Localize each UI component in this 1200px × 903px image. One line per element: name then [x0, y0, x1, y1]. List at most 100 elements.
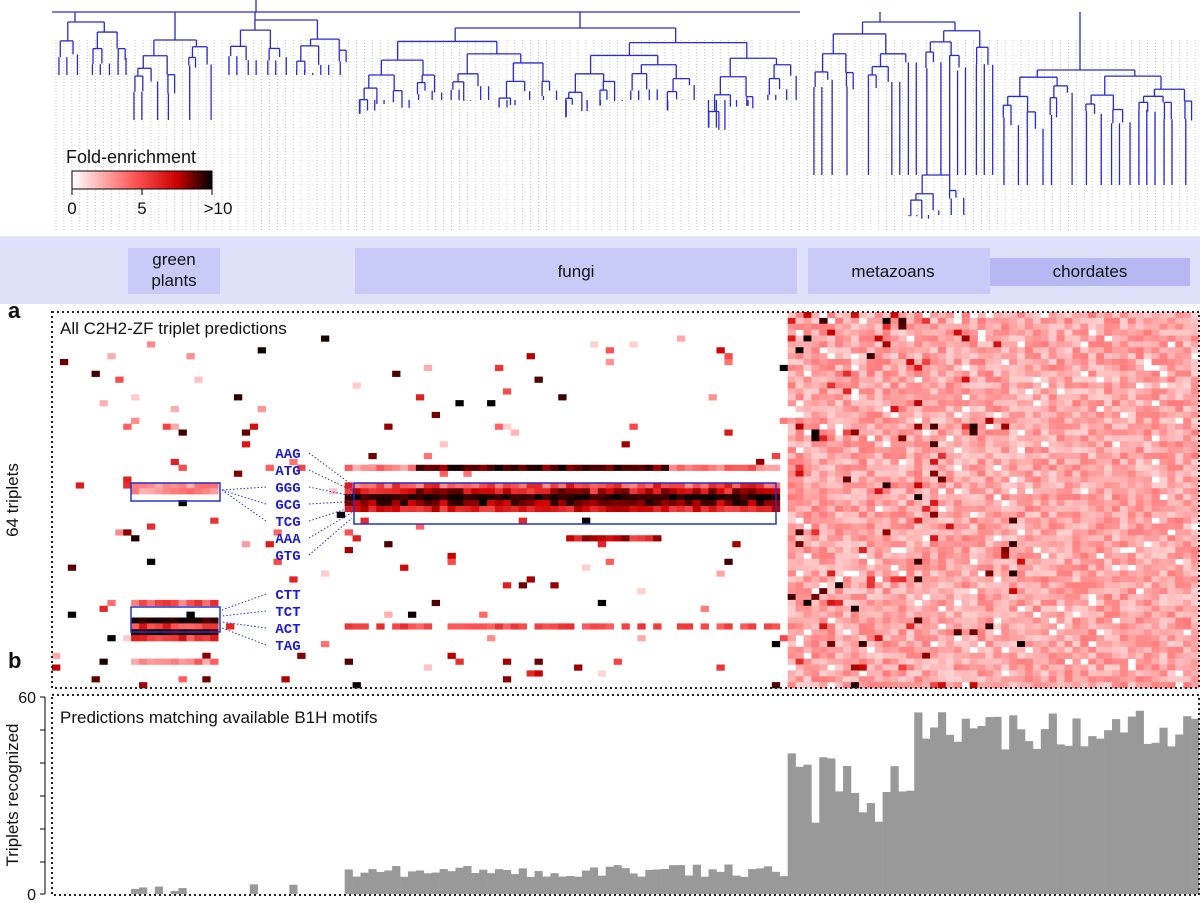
heatmap-cell	[748, 505, 757, 513]
heatmap-cell	[99, 400, 108, 407]
legend-tick-5: 5	[137, 199, 146, 218]
heatmap-cell	[890, 488, 899, 495]
heatmap-cell	[835, 517, 844, 524]
heatmap-cell	[1056, 664, 1065, 671]
heatmap-cell	[1096, 441, 1105, 448]
heatmap-cell	[787, 594, 796, 601]
heatmap-cell	[162, 423, 172, 430]
heatmap-cell	[1119, 558, 1129, 565]
heatmap-cell	[969, 576, 978, 583]
heatmap-cell	[1080, 447, 1089, 454]
heatmap-cell	[1096, 335, 1105, 342]
heatmap-cell	[407, 505, 417, 513]
heatmap-cell	[431, 494, 441, 501]
heatmap-cell	[1143, 423, 1152, 430]
heatmap-cell	[1111, 511, 1121, 518]
heatmap-cell	[360, 500, 369, 507]
heatmap-cell	[945, 682, 955, 689]
heatmap-cell	[866, 564, 876, 571]
heatmap-cell	[969, 470, 978, 477]
heatmap-cell	[99, 605, 108, 612]
heatmap-cell	[1001, 464, 1010, 471]
heatmap-cell	[629, 505, 638, 513]
heatmap-cell	[1009, 470, 1018, 477]
heatmap-cell	[154, 658, 164, 665]
heatmap-cell	[819, 535, 828, 542]
heatmap-cell	[937, 441, 947, 448]
heatmap-cell	[985, 376, 994, 383]
heatmap-cell	[669, 464, 678, 471]
heatmap-cell	[1159, 505, 1168, 513]
heatmap-cell	[819, 646, 828, 654]
heatmap-cell	[510, 429, 520, 436]
heatmap-cell	[803, 441, 812, 448]
heatmap-cell	[1048, 429, 1058, 436]
heatmap-cell	[914, 500, 923, 507]
bar	[368, 869, 377, 894]
heatmap-cell	[795, 617, 804, 624]
heatmap-cell	[953, 617, 963, 624]
heatmap-cell	[1111, 523, 1121, 530]
heatmap-cell	[835, 529, 844, 536]
heatmap-cell	[1064, 523, 1073, 530]
heatmap-cell	[874, 382, 883, 389]
heatmap-cell	[1017, 482, 1026, 489]
heatmap-cell	[1183, 464, 1192, 471]
heatmap-cell	[1072, 646, 1081, 654]
clade-label-green: green	[152, 250, 195, 269]
heatmap-cell	[795, 335, 804, 342]
heatmap-cell	[1143, 464, 1152, 471]
heatmap-cell	[1064, 382, 1073, 389]
heatmap-cell	[700, 605, 709, 612]
heatmap-cell	[589, 341, 599, 348]
heatmap-cell	[795, 552, 804, 560]
heatmap-cell	[1183, 511, 1192, 518]
heatmap-cell	[819, 417, 828, 424]
heatmap-cell	[914, 652, 923, 659]
heatmap-cell	[1104, 541, 1113, 548]
heatmap-cell	[558, 394, 567, 401]
heatmap-cell	[969, 494, 978, 501]
heatmap-cell	[803, 400, 812, 407]
heatmap-cell	[961, 494, 970, 501]
heatmap-cell	[1191, 400, 1200, 407]
heatmap-cell	[1080, 605, 1089, 612]
heatmap-cell	[882, 505, 891, 513]
heatmap-cell	[835, 629, 844, 636]
heatmap-cell	[858, 582, 868, 589]
heatmap-cell	[1127, 599, 1137, 607]
heatmap-cell	[455, 500, 464, 507]
heatmap-cell	[581, 482, 591, 489]
heatmap-cell	[1017, 582, 1026, 589]
triplet-label: TCG	[275, 515, 300, 531]
heatmap-cell	[866, 470, 876, 477]
heatmap-cell	[1104, 547, 1113, 554]
heatmap-cell	[352, 464, 361, 471]
heatmap-cell	[850, 447, 860, 454]
heatmap-cell	[724, 623, 733, 630]
heatmap-cell	[1175, 476, 1184, 483]
heatmap-cell	[692, 488, 702, 495]
heatmap-cell	[1096, 312, 1105, 319]
heatmap-cell	[1159, 394, 1168, 401]
heatmap-cell	[914, 611, 923, 618]
heatmap-cell	[795, 505, 804, 513]
heatmap-cell	[827, 359, 836, 366]
heatmap-cell	[858, 535, 868, 542]
heatmap-cell	[874, 476, 883, 483]
heatmap-cell	[977, 605, 986, 612]
heatmap-cell	[1119, 582, 1129, 589]
heatmap-cell	[898, 376, 907, 383]
heatmap-cell	[1048, 476, 1058, 483]
heatmap-cell	[1096, 317, 1105, 325]
heatmap-cell	[455, 488, 464, 495]
heatmap-cell	[1032, 605, 1042, 612]
heatmap-cell	[1088, 482, 1097, 489]
heatmap-cell	[1032, 664, 1042, 671]
heatmap-cell	[1167, 458, 1176, 466]
triplet-connectors	[221, 452, 353, 646]
heatmap-cell	[463, 464, 472, 471]
heatmap-cell	[170, 488, 179, 495]
heatmap-cell	[1167, 582, 1176, 589]
heatmap-cell	[162, 482, 172, 489]
